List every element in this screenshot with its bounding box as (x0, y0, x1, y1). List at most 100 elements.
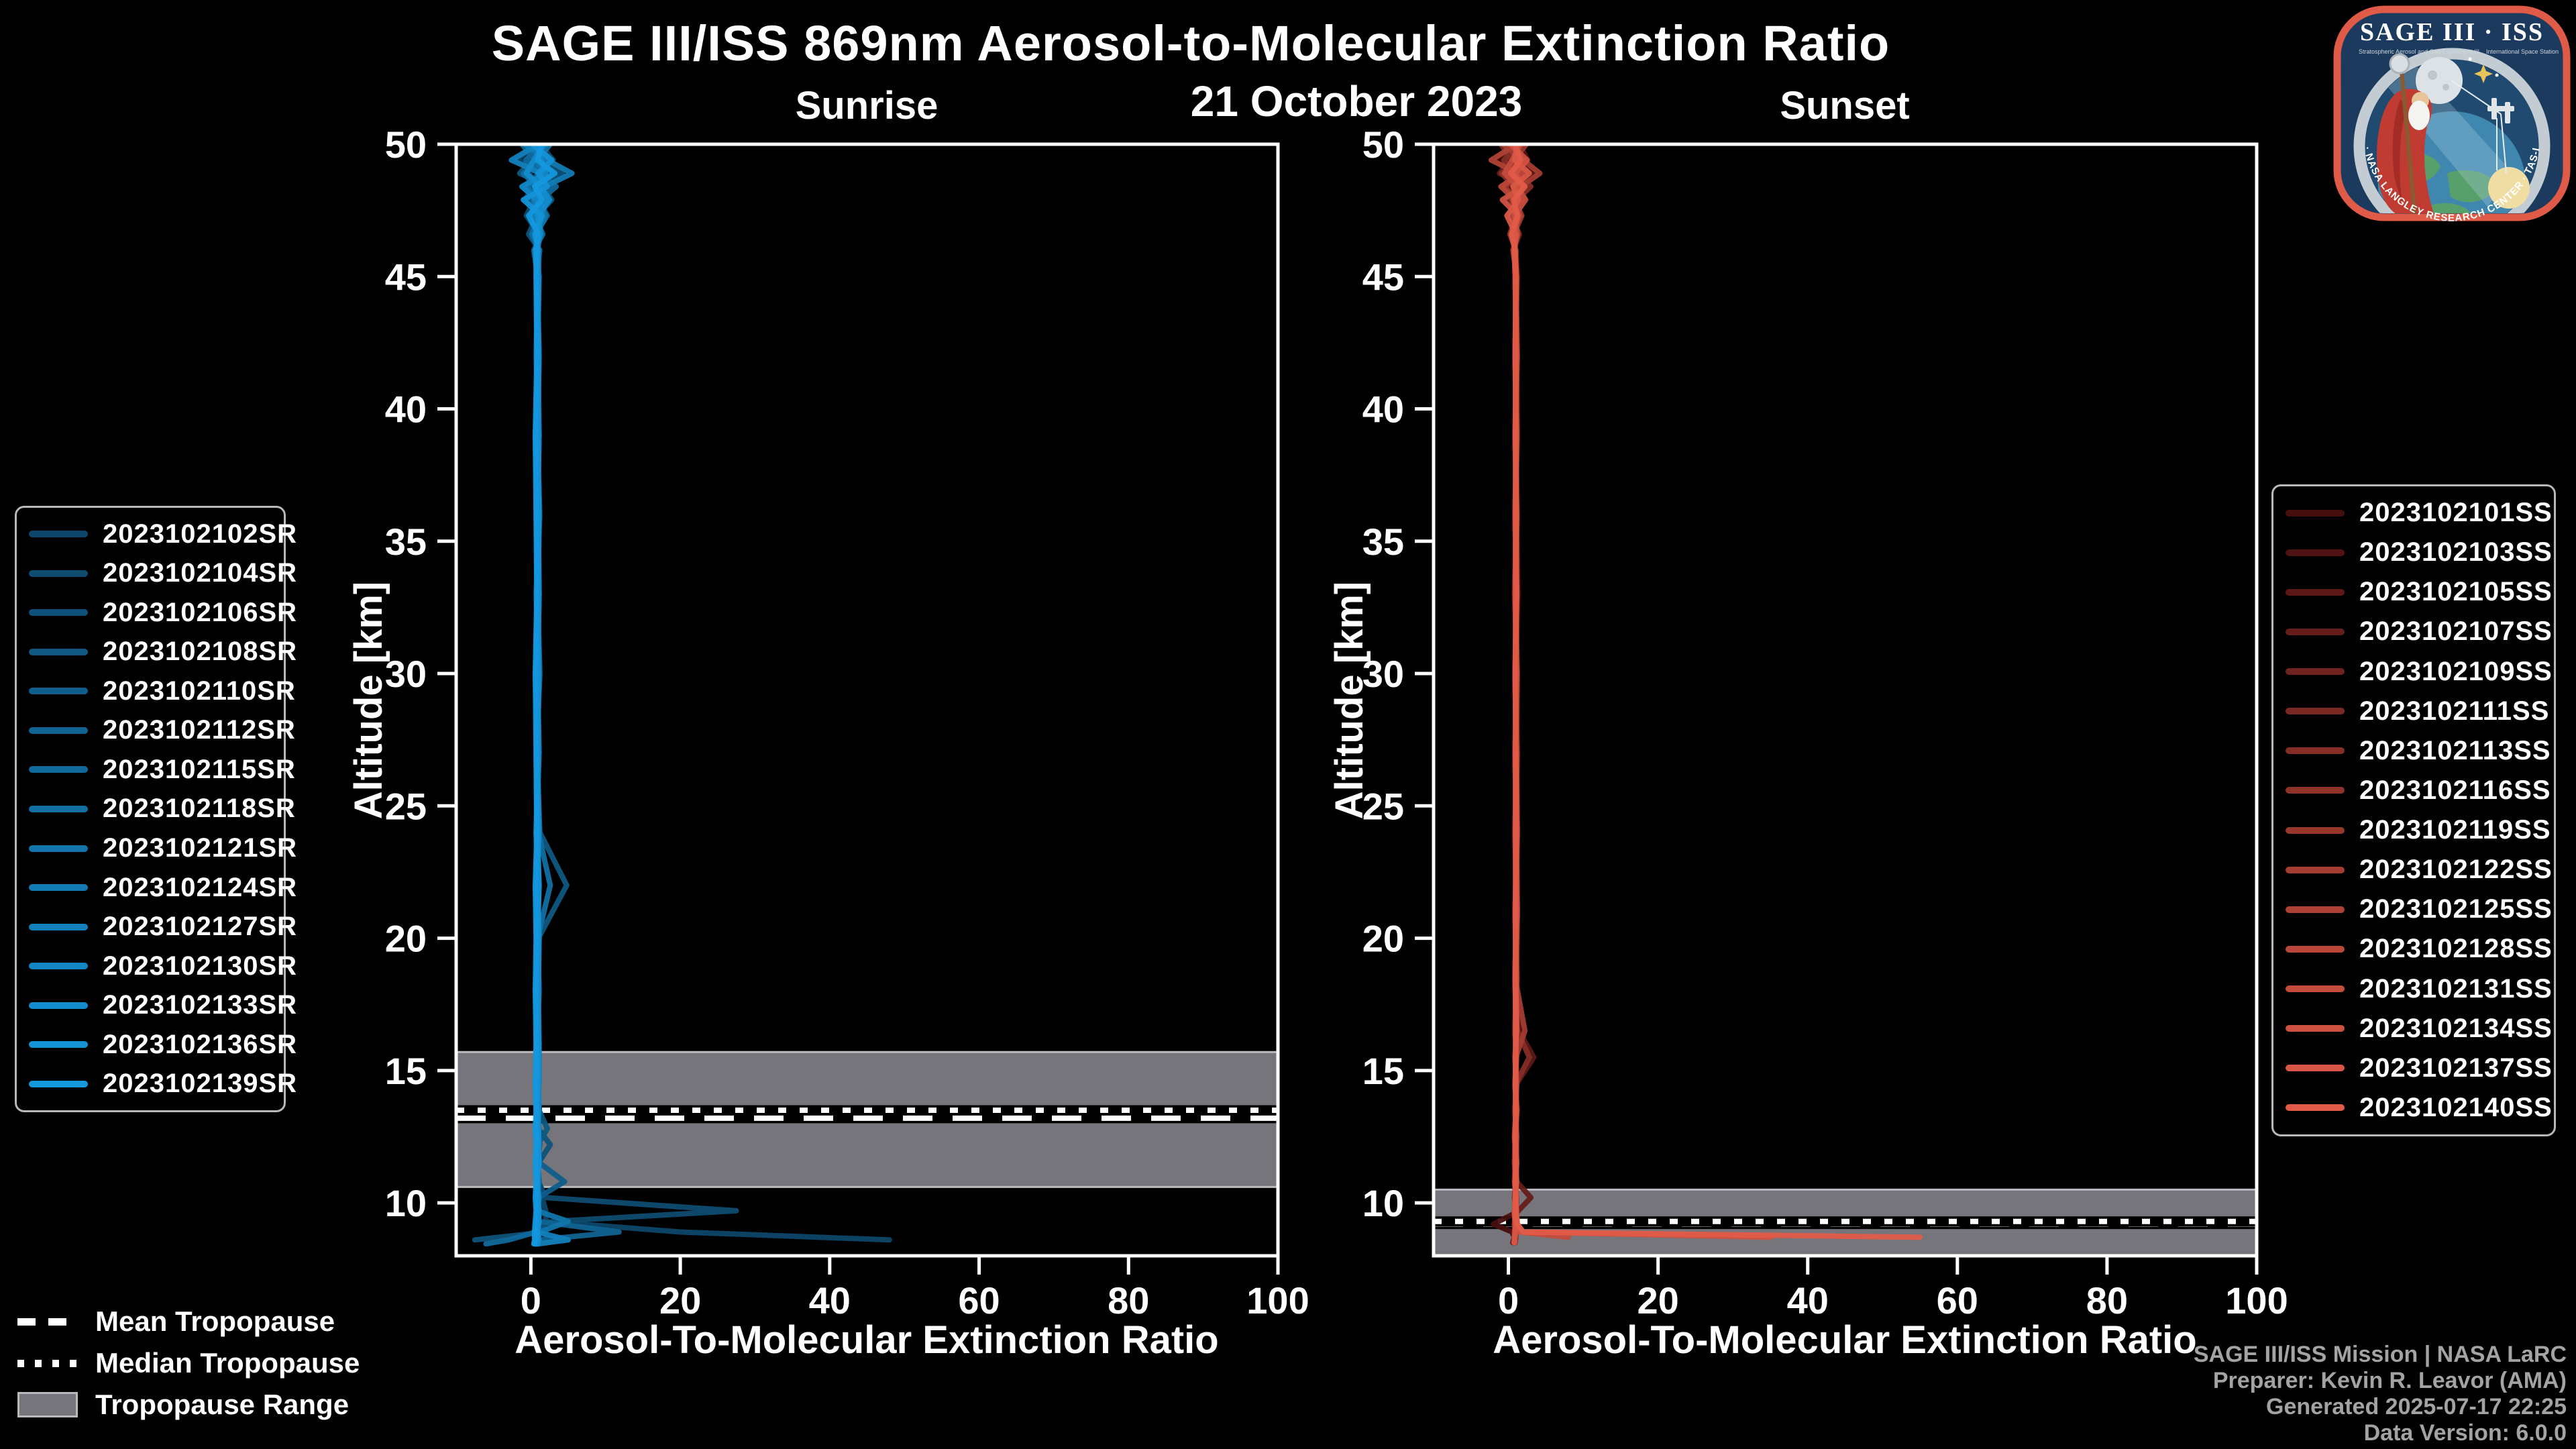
x-tick-label: 60 (1937, 1279, 1978, 1322)
legend-label: 2023102130SR (103, 951, 298, 981)
legend-item: 2023102140SS (2286, 1093, 2552, 1123)
legend-item: 2023102109SS (2286, 657, 2552, 687)
y-tick-label: 50 (385, 123, 427, 166)
legend-label: 2023102105SS (2359, 577, 2553, 607)
legend-item: 2023102136SR (29, 1030, 297, 1060)
legend-item: 2023102112SR (29, 715, 295, 745)
x-tick-label: 20 (659, 1279, 701, 1322)
legend-item: 2023102127SR (29, 912, 297, 942)
legend-line-swatch (2286, 509, 2345, 517)
legend-label: Mean Tropopause (95, 1305, 335, 1337)
legend-label: 2023102140SS (2359, 1092, 2553, 1122)
legend-label: 2023102136SR (103, 1029, 298, 1059)
y-tick-label: 35 (1362, 521, 1404, 563)
iss (2487, 98, 2514, 123)
legend-item: 2023102134SS (2286, 1014, 2552, 1044)
legend-label: 2023102139SR (103, 1069, 298, 1099)
legend-label: 2023102109SS (2359, 656, 2553, 686)
legend-item: 2023102137SS (2286, 1053, 2552, 1083)
y-tick-label: 40 (1362, 388, 1404, 431)
legend-line-swatch (29, 1002, 88, 1009)
legend-item-tropopause-range: Tropopause Range (17, 1387, 360, 1422)
legend-label: 2023102134SS (2359, 1013, 2553, 1043)
x-tick-label: 80 (1108, 1279, 1149, 1322)
legend-line-swatch (29, 766, 88, 773)
sun (2488, 167, 2530, 209)
legend-label: 2023102107SS (2359, 616, 2553, 647)
legend-label: 2023102137SS (2359, 1053, 2553, 1083)
panel-sunset: 0 20 40 60 80 100 10 15 20 25 30 35 40 45 50 (1362, 123, 2288, 1322)
legend-label: 2023102124SR (103, 872, 298, 902)
legend-label: Tropopause Range (95, 1389, 350, 1420)
legend-item: 2023102103SS (2286, 537, 2552, 568)
legend-line-swatch (29, 884, 88, 892)
legend-item: 2023102130SR (29, 951, 297, 981)
y-tick-label: 30 (1362, 653, 1404, 695)
x-tick-label: 80 (2086, 1279, 2128, 1322)
legend-item: 2023102128SS (2286, 934, 2552, 964)
legend-label: 2023102111SS (2359, 696, 2550, 726)
legend-line-swatch (2286, 906, 2345, 913)
legend-label: 2023102112SR (103, 715, 296, 745)
credit-line-preparer: Preparer: Kevin R. Leavor (AMA) (2212, 1368, 2567, 1393)
dashed-line-swatch (17, 1318, 78, 1326)
axes-box (454, 142, 1280, 1258)
sunrise-event-legend: 2023102102SR 2023102104SR 2023102106SR 2023… (15, 506, 297, 1112)
legend-label: 2023102125SS (2359, 894, 2553, 924)
legend-line-swatch (29, 1080, 88, 1087)
credit-line-generated: Generated 2025-07-17 22:25 (2266, 1394, 2567, 1419)
legend-item: 2023102118SR (29, 794, 295, 824)
star (2474, 64, 2493, 83)
y-tick-label: 20 (1362, 918, 1404, 960)
sage-iii-iss-logo: SAGE III · ISS Stratospheric Aerosol and… (2333, 5, 2571, 221)
sunset-event-legend: 2023102101SS 2023102103SS 2023102105SS 2023… (2271, 484, 2556, 1136)
legend-line-swatch (2286, 866, 2345, 873)
y-tick-label: 15 (385, 1050, 427, 1092)
legend-line-swatch (29, 570, 88, 577)
legend-item: 2023102102SR (29, 519, 297, 549)
legend-item: 2023102116SS (2286, 775, 2551, 806)
y-tick-label: 50 (1362, 123, 1404, 166)
legend-item: 2023102139SR (29, 1069, 297, 1099)
panel-title-sunset: Sunset (1780, 84, 1910, 127)
legend-line-swatch (2286, 747, 2345, 755)
legend-label: 2023102133SR (103, 990, 298, 1020)
date-subtitle: 21 October 2023 (1190, 77, 1523, 125)
legend-item: 2023102113SS (2286, 736, 2551, 766)
legend-item: 2023102121SR (29, 833, 297, 863)
credit-line-mission: SAGE III/ISS Mission | NASA LaRC (2193, 1342, 2567, 1367)
legend-line-swatch (2286, 708, 2345, 715)
legend-item: 2023102131SS (2286, 974, 2552, 1004)
x-tick-label: 100 (2225, 1279, 2288, 1322)
tropopause-legend: Mean Tropopause Median Tropopause Tropop… (17, 1304, 360, 1422)
x-tick-label: 0 (521, 1279, 541, 1322)
legend-item: 2023102107SS (2286, 616, 2552, 647)
y-tick-label: 25 (385, 785, 427, 827)
legend-line-swatch (2286, 628, 2345, 635)
legend-label: 2023102113SS (2359, 735, 2551, 765)
y-tick-label: 45 (385, 256, 427, 298)
y-tick-label: 20 (385, 918, 427, 960)
legend-line-swatch (29, 531, 88, 538)
x-tick-label: 60 (958, 1279, 1000, 1322)
legend-line-swatch (2286, 985, 2345, 993)
legend-label: 2023102116SS (2359, 775, 2551, 805)
x-axis-label-sunset: Aerosol-To-Molecular Extinction Ratio (1493, 1318, 2197, 1362)
legend-label: 2023102102SR (103, 519, 298, 549)
patch-ring (2353, 48, 2551, 213)
legend-label: 2023102121SR (103, 833, 298, 863)
legend-item: 2023102133SR (29, 990, 297, 1020)
x-tick-label: 40 (809, 1279, 851, 1322)
legend-label: 2023102122SS (2359, 855, 2553, 885)
profile-2023102140SS (1507, 144, 1923, 1240)
legend-line-swatch (29, 727, 88, 734)
x-tick-label: 20 (1637, 1279, 1678, 1322)
legend-item: 2023102110SR (29, 676, 295, 706)
legend-line-swatch (29, 963, 88, 970)
panel-title-sunrise: Sunrise (795, 84, 938, 127)
legend-line-swatch (29, 688, 88, 695)
legend-item: 2023102101SS (2286, 498, 2552, 528)
legend-label: 2023102104SR (103, 558, 298, 588)
legend-label: 2023102103SS (2359, 537, 2553, 568)
legend-label: 2023102118SR (103, 794, 296, 824)
